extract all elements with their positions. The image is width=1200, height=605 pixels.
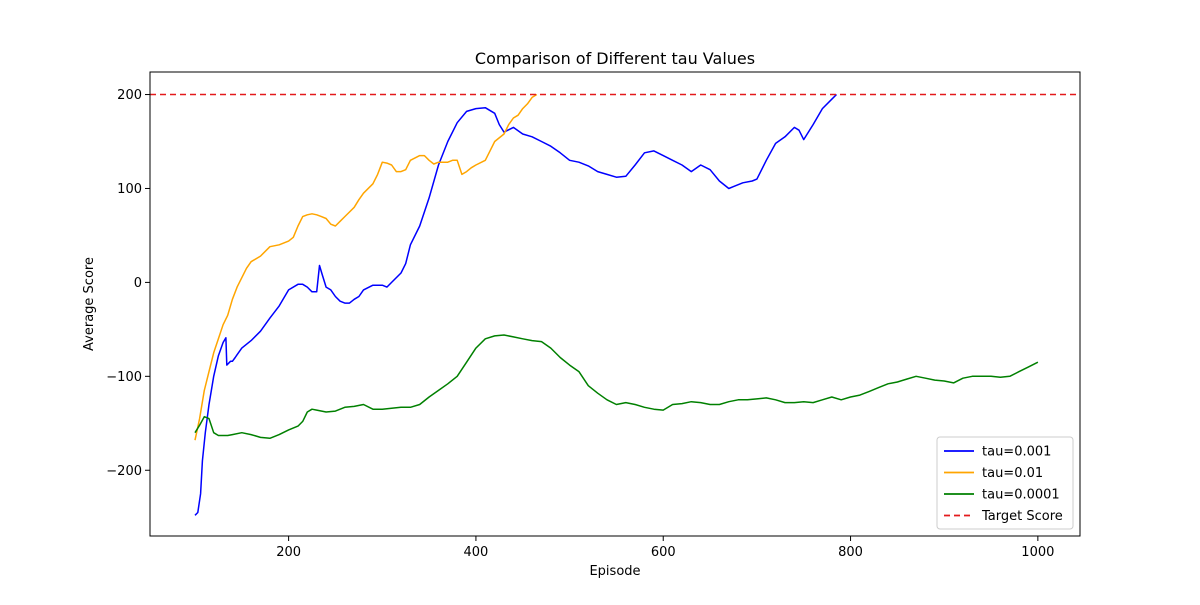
legend-label-0: tau=0.001 bbox=[982, 445, 1051, 460]
x-tick-label: 1000 bbox=[1021, 545, 1054, 560]
plot-frame bbox=[149, 71, 1081, 537]
x-tick-label: 800 bbox=[838, 545, 863, 560]
legend-label-1: tau=0.01 bbox=[982, 466, 1043, 481]
chart-title: Comparison of Different tau Values bbox=[475, 49, 755, 68]
series-line-0 bbox=[194, 93, 838, 516]
x-tick-label: 400 bbox=[464, 545, 489, 560]
series-line-2 bbox=[194, 334, 1039, 440]
x-axis: 200 400 600 800 1000 bbox=[276, 536, 1054, 560]
y-tick-label: 0 bbox=[134, 276, 142, 291]
plot-area bbox=[150, 72, 1080, 536]
x-tick-label: 600 bbox=[651, 545, 676, 560]
y-axis-label: Average Score bbox=[82, 257, 97, 351]
legend-label-2: tau=0.0001 bbox=[982, 488, 1060, 503]
series-line-1 bbox=[194, 93, 538, 441]
y-tick-label: 100 bbox=[117, 182, 142, 197]
legend-box bbox=[936, 436, 1074, 530]
y-tick-label: −200 bbox=[106, 464, 142, 479]
y-axis: −200 −100 0 100 200 bbox=[106, 88, 150, 479]
legend-label-3: Target Score bbox=[981, 509, 1063, 524]
legend: tau=0.001 tau=0.01 tau=0.0001 Target Score bbox=[936, 436, 1074, 530]
x-tick-label: 200 bbox=[276, 545, 301, 560]
y-tick-label: 200 bbox=[117, 88, 142, 103]
series-layer bbox=[194, 93, 1039, 516]
x-axis-label: Episode bbox=[589, 564, 640, 579]
y-tick-label: −100 bbox=[106, 370, 142, 385]
